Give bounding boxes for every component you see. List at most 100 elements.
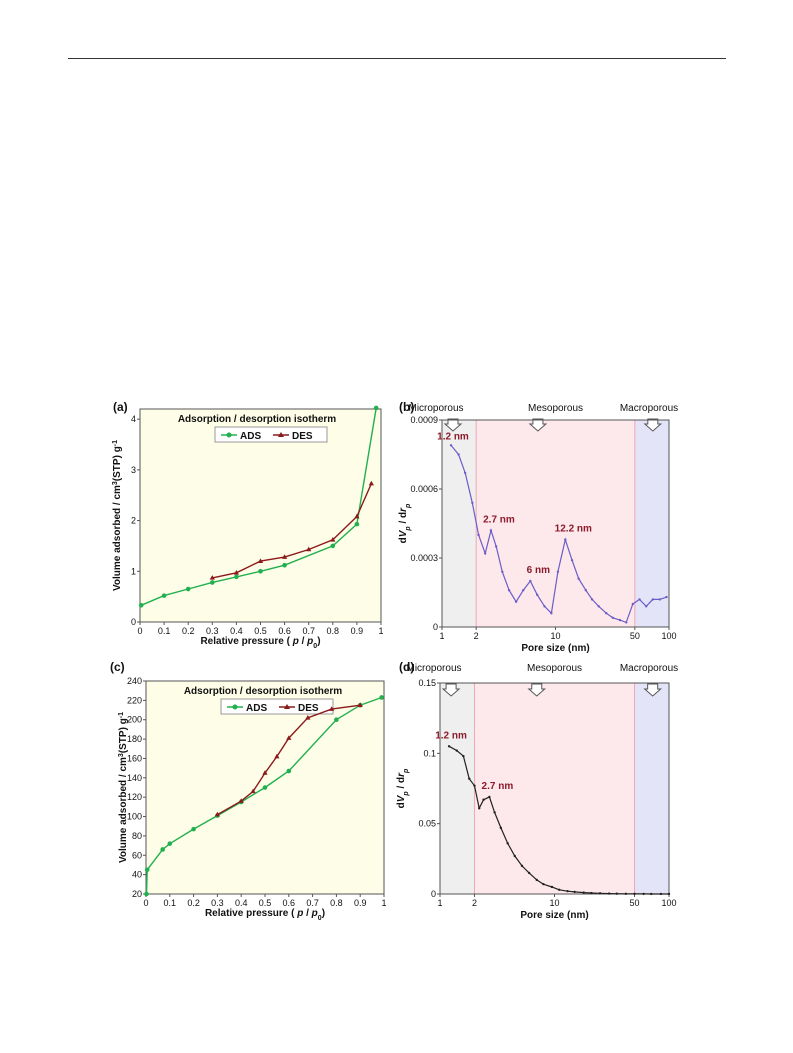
x-tick-label: 10 xyxy=(549,898,559,908)
legend-label: ADS xyxy=(240,431,261,442)
x-tick-label: 1 xyxy=(378,626,383,636)
x-tick-label: 0.1 xyxy=(164,898,177,908)
data-point xyxy=(577,577,580,580)
data-point xyxy=(659,892,663,896)
data-point xyxy=(615,892,618,895)
legend-marker xyxy=(284,704,290,709)
peak-annotation: 12.2 nm xyxy=(555,524,592,535)
data-point xyxy=(651,598,655,601)
data-point xyxy=(590,891,593,895)
panel-label: (a) xyxy=(113,400,128,414)
legend: ADS DES xyxy=(214,426,328,443)
peak-annotation: 2.7 nm xyxy=(483,514,515,525)
panel-label: (b) xyxy=(399,400,414,414)
y-tick-label: 4 xyxy=(131,414,136,424)
region-arrow-icon xyxy=(441,683,461,697)
data-point xyxy=(286,768,292,774)
y-tick-label: 0.0009 xyxy=(410,415,438,425)
data-point xyxy=(550,612,553,615)
data-point xyxy=(306,546,312,552)
region-band xyxy=(634,420,669,627)
series-line xyxy=(212,483,373,579)
data-point xyxy=(462,754,465,758)
x-tick-label: 0.5 xyxy=(259,898,272,908)
x-tick-label: 0.9 xyxy=(351,626,364,636)
x-tick-label: 1 xyxy=(437,898,442,908)
data-point xyxy=(368,480,374,486)
y-tick-label: 0 xyxy=(131,617,136,627)
data-point xyxy=(233,570,239,575)
data-point xyxy=(665,595,668,599)
data-point xyxy=(513,854,516,858)
data-point xyxy=(357,702,363,708)
data-point xyxy=(488,795,491,799)
region-label: Macroporous xyxy=(620,403,678,414)
data-point xyxy=(473,784,476,787)
legend-marker xyxy=(278,432,284,437)
region-arrow-icon xyxy=(643,683,662,697)
region-arrow-icon xyxy=(527,683,547,697)
legend-box xyxy=(214,426,328,443)
region-label: Microporous xyxy=(406,663,461,674)
data-point xyxy=(330,537,336,542)
peak-annotation: 1.2 nm xyxy=(437,432,469,443)
data-point xyxy=(477,533,480,537)
x-axis-label: Pore size (nm) xyxy=(521,643,589,654)
x-tick-label: 0.3 xyxy=(211,898,224,908)
data-point xyxy=(282,562,287,568)
data-point xyxy=(650,892,653,896)
data-point xyxy=(658,598,662,601)
data-point xyxy=(638,598,641,601)
y-axis-label: dVp / drp xyxy=(396,768,410,808)
data-point xyxy=(527,871,531,875)
x-tick-label: 1 xyxy=(439,631,444,641)
x-tick-label: 0 xyxy=(143,898,148,908)
legend-label: DES xyxy=(292,431,313,442)
data-point xyxy=(329,706,335,711)
chart-panel-3: (c)0 0.1 0.2 0.3 0.4 0.5 0.6 0.7 0.8 0.9 120406080… xyxy=(110,660,387,922)
y-tick-label: 1 xyxy=(131,566,136,576)
x-tick-label: 0.7 xyxy=(302,626,315,636)
data-point xyxy=(447,745,451,748)
peak-annotation: 2.7 nm xyxy=(482,781,514,792)
x-tick-label: 0.5 xyxy=(254,626,267,636)
data-point xyxy=(482,798,485,801)
x-axis-label: Relative pressure ( p / p0) xyxy=(200,636,320,650)
y-tick-label: 140 xyxy=(127,773,142,783)
data-point xyxy=(455,749,458,752)
data-point xyxy=(566,889,569,893)
data-point xyxy=(167,841,173,846)
y-tick-label: 0.1 xyxy=(423,748,436,758)
region-label: Macroporous xyxy=(620,663,678,674)
x-tick-label: 0.8 xyxy=(327,626,340,636)
data-point xyxy=(262,785,268,790)
data-point xyxy=(468,777,471,780)
chart-panel-1: (a) 0 0.1 0.2 0.3 0.4 0.5 0.6 0.7 0.8 0.9 1 0 1 2 3 4 Rel… xyxy=(112,400,384,650)
data-point xyxy=(645,605,648,608)
x-tick-label: 0.6 xyxy=(283,898,296,908)
region-band xyxy=(634,683,669,894)
plot-background xyxy=(140,409,381,622)
y-tick-label: 0 xyxy=(431,889,436,899)
data-point xyxy=(234,574,239,580)
data-point xyxy=(493,811,496,814)
x-tick-label: 0.9 xyxy=(354,898,367,908)
data-point xyxy=(210,580,215,585)
data-point xyxy=(463,471,467,475)
x-tick-label: 50 xyxy=(630,631,640,641)
data-point xyxy=(258,568,263,574)
data-point xyxy=(535,878,538,882)
chart-panel-4: (d)Microporous Mesoporous Macroporous 1 2 10 5… xyxy=(396,660,678,921)
region-band xyxy=(474,683,635,894)
legend-label: DES xyxy=(298,703,319,714)
y-tick-label: 120 xyxy=(127,792,142,802)
data-point xyxy=(286,735,292,740)
y-tick-label: 3 xyxy=(131,465,136,475)
x-tick-label: 100 xyxy=(661,898,676,908)
data-point xyxy=(138,602,144,608)
data-point xyxy=(529,579,532,583)
chart-panel-2: (b)Microporous Mesoporous Macroporous 1 2 10 5… xyxy=(398,400,678,654)
data-point xyxy=(506,842,509,845)
legend-box xyxy=(220,698,334,715)
